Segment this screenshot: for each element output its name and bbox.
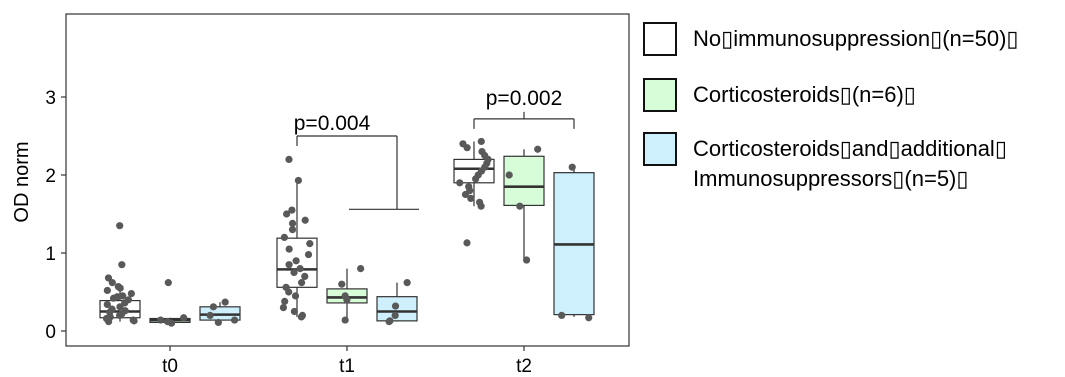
x-tick-label-t0: t0 [162,356,178,377]
point-corticosteroids-additional-t2-1 [558,311,566,319]
point-no-immunosuppression-t1-21 [279,304,288,312]
point-no-immunosuppression-t2-11 [456,179,464,187]
point-no-immunosuppression-t1-4 [301,216,309,224]
point-no-immunosuppression-t1-12 [285,261,293,269]
legend-item-no-immunosuppression: No▯immunosuppression▯(n=50)▯ [643,22,1019,56]
point-corticosteroids-additional-t1-1 [391,302,400,310]
legend-key-corticosteroids-additional [643,132,677,166]
point-corticosteroids-t0-2 [157,316,165,324]
point-corticosteroids-t0-0 [164,279,172,287]
point-no-immunosuppression-t0-23 [130,317,138,325]
point-no-immunosuppression-t0-12 [121,299,129,307]
legend-label-no-immunosuppression: No▯immunosuppression▯(n=50)▯ [693,26,1019,51]
point-no-immunosuppression-t0-19 [116,311,124,319]
point-no-immunosuppression-t1-24 [297,313,306,321]
point-no-immunosuppression-t0-0 [116,222,124,230]
point-corticosteroids-additional-t1-0 [403,279,411,287]
point-corticosteroids-additional-t0-0 [221,298,229,306]
point-no-immunosuppression-t0-13 [103,300,111,309]
point-corticosteroids-additional-t0-3 [230,316,239,324]
legend-key-no-immunosuppression [643,22,677,56]
point-no-immunosuppression-t1-9 [285,245,293,253]
point-no-immunosuppression-t2-15 [467,194,475,202]
point-corticosteroids-t1-3 [343,296,351,304]
y-tick-label-2: 2 [45,166,56,187]
point-no-immunosuppression-t0-7 [127,289,135,298]
point-corticosteroids-t2-3 [522,256,531,264]
point-no-immunosuppression-t2-14 [461,190,470,199]
point-corticosteroids-additional-t0-2 [206,311,214,319]
x-tick-label-t2: t2 [516,356,532,377]
point-no-immunosuppression-t1-22 [290,307,298,316]
point-corticosteroids-additional-t2-0 [568,163,576,171]
point-no-immunosuppression-t2-18 [463,239,471,247]
point-no-immunosuppression-t1-7 [280,233,288,241]
legend-key-corticosteroids [643,78,677,112]
point-corticosteroids-additional-t1-2 [391,311,399,319]
point-no-immunosuppression-t0-3 [108,279,116,287]
point-no-immunosuppression-t2-10 [472,175,480,183]
point-no-immunosuppression-t1-1 [294,176,303,185]
point-no-immunosuppression-t0-6 [103,286,111,295]
point-no-immunosuppression-t0-10 [109,294,118,302]
point-no-immunosuppression-t1-11 [292,257,300,265]
point-corticosteroids-additional-t0-4 [214,318,222,327]
point-no-immunosuppression-t1-3 [283,210,291,218]
pvalue-t1-label: p=0.004 [294,112,371,135]
point-corticosteroids-t0-4 [167,319,176,327]
y-axis-title: OD norm [11,141,33,222]
legend-item-corticosteroids: Corticosteroids▯(n=6)▯ [643,78,916,112]
point-no-immunosuppression-t2-2 [463,144,471,152]
point-corticosteroids-t2-2 [516,202,524,210]
point-no-immunosuppression-t1-8 [306,240,314,248]
point-corticosteroids-t0-1 [180,314,188,322]
point-no-immunosuppression-t1-10 [304,250,313,259]
legend-item-corticosteroids-additional: Corticosteroids▯and▯additional▯ Immunosu… [643,132,1007,194]
point-no-immunosuppression-t1-0 [285,155,293,163]
point-corticosteroids-t1-1 [338,280,346,288]
x-tick-label-t1: t1 [339,356,355,377]
pvalue-t2-label: p=0.002 [486,87,563,110]
y-tick-label-0: 0 [45,322,56,343]
point-no-immunosuppression-t0-1 [118,261,126,269]
point-no-immunosuppression-t1-2 [288,206,296,214]
point-no-immunosuppression-t1-19 [291,292,300,300]
point-no-immunosuppression-t0-14 [116,303,124,311]
point-corticosteroids-additional-t1-4 [385,318,393,326]
point-corticosteroids-t2-1 [505,171,513,179]
point-corticosteroids-additional-t2-2 [585,314,593,322]
point-no-immunosuppression-t1-6 [288,226,297,234]
point-corticosteroids-t1-0 [357,265,365,273]
point-no-immunosuppression-t1-5 [288,219,297,227]
point-no-immunosuppression-t2-0 [477,137,485,146]
point-no-immunosuppression-t0-5 [116,284,124,292]
point-corticosteroids-t2-0 [534,145,542,153]
point-no-immunosuppression-t1-13 [296,265,304,273]
point-corticosteroids-t1-4 [341,316,349,324]
point-no-immunosuppression-t1-14 [290,268,298,277]
point-no-immunosuppression-t1-18 [285,288,293,296]
point-no-immunosuppression-t1-16 [297,279,306,287]
legend-label-corticosteroids-additional: Corticosteroids▯and▯additional▯ Immunosu… [693,136,1007,191]
y-tick-label-3: 3 [45,88,56,109]
point-no-immunosuppression-t2-17 [477,202,485,210]
box-corticosteroids-t2 [503,155,545,207]
y-tick-label-1: 1 [45,244,56,265]
point-no-immunosuppression-t1-20 [281,297,289,305]
point-no-immunosuppression-t0-8 [119,292,127,300]
point-no-immunosuppression-t0-24 [105,318,113,326]
point-corticosteroids-additional-t0-1 [209,303,218,311]
legend-label-corticosteroids: Corticosteroids▯(n=6)▯ [693,82,916,107]
point-no-immunosuppression-t1-15 [301,272,309,280]
